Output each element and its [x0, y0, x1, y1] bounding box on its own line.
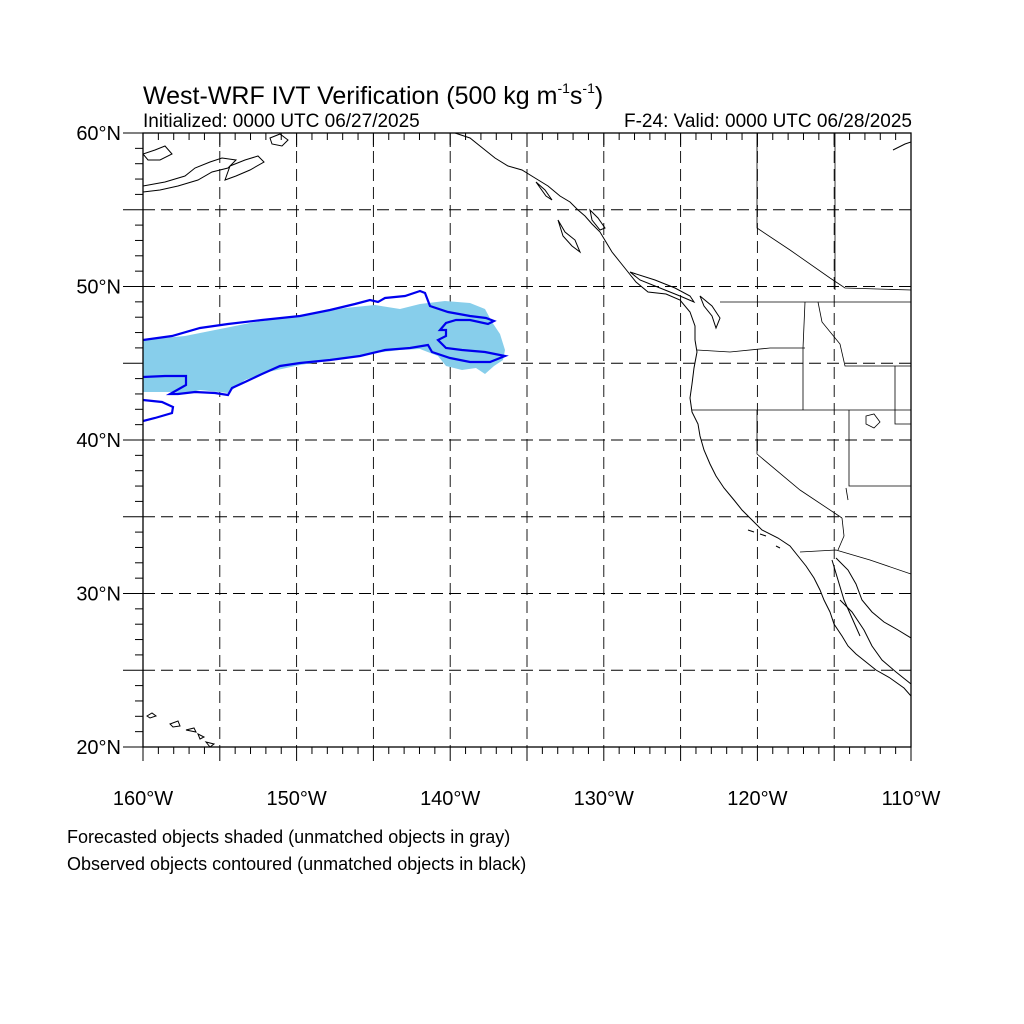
longitude-label: 130°W — [574, 788, 634, 810]
forecast-ivt-object — [143, 301, 505, 394]
latitude-label: 40°N — [76, 430, 121, 452]
longitude-label: 160°W — [113, 788, 173, 810]
longitude-label: 140°W — [420, 788, 480, 810]
latitude-label: 30°N — [76, 584, 121, 606]
latitude-label: 60°N — [76, 123, 121, 145]
longitude-label: 110°W — [882, 788, 941, 810]
observed-ivt-contour-south — [143, 398, 175, 423]
longitude-label: 120°W — [727, 788, 787, 810]
axis-ticks — [123, 132, 912, 761]
observed-ivt-contour-main — [143, 289, 509, 397]
latitude-label: 20°N — [76, 737, 121, 759]
coastline — [143, 133, 911, 747]
latitude-label: 50°N — [76, 277, 121, 299]
longitude-labels: 160°W 150°W 140°W 130°W 120°W 110°W — [113, 788, 941, 810]
latitude-labels: 60°N 50°N 40°N 30°N 20°N — [76, 123, 121, 759]
map-title: West-WRF IVT Verification (500 kg m-1s-1… — [143, 80, 604, 110]
initialized-time: Initialized: 0000 UTC 06/27/2025 — [143, 111, 420, 132]
observed-caption: Observed objects contoured (unmatched ob… — [67, 854, 527, 874]
valid-time: F-24: Valid: 0000 UTC 06/28/2025 — [624, 111, 912, 132]
forecast-caption: Forecasted objects shaded (unmatched obj… — [67, 827, 511, 847]
longitude-label: 150°W — [266, 788, 326, 810]
political-borders — [692, 133, 911, 575]
graticule — [143, 133, 911, 747]
